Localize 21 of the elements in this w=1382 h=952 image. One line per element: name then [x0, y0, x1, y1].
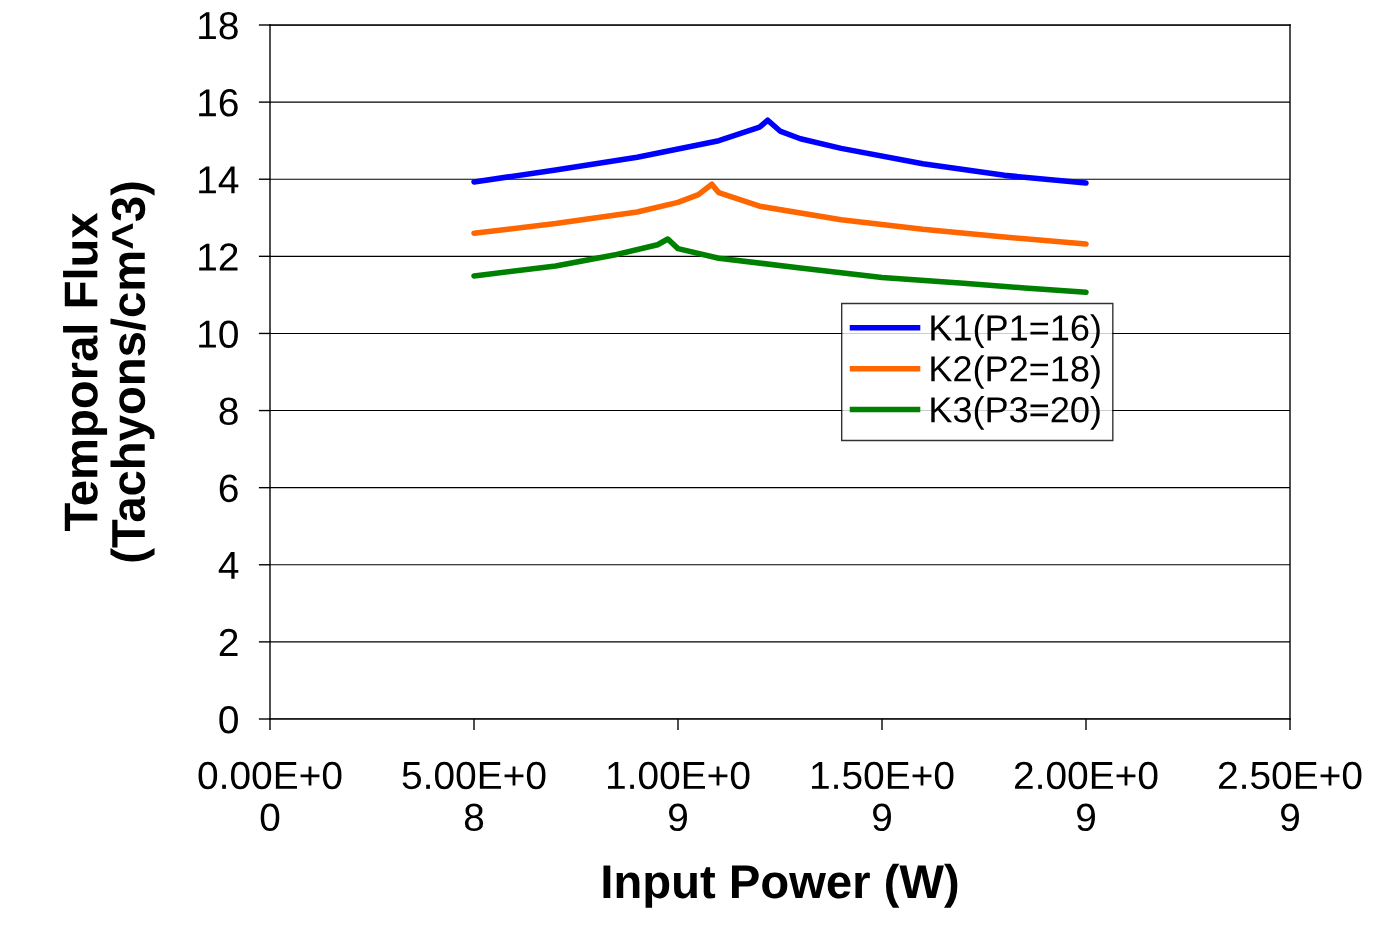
- legend-label: K1(P1=16): [931, 314, 1100, 348]
- y-tick-label: 6: [219, 474, 238, 503]
- y-tick-label: 4: [218, 552, 239, 579]
- y-tick-label: 0: [219, 705, 238, 734]
- legend-label: K3(P3=20): [931, 396, 1100, 430]
- x-tick-label: 0.00E+00: [198, 761, 342, 832]
- y-axis-title: Temporal Flux (Tachyons/cm^3): [63, 182, 155, 562]
- y-tick-label: 16: [199, 89, 238, 117]
- x-tick-label: 1.50E+09: [811, 761, 954, 832]
- x-tick-label: 2.00E+09: [1014, 761, 1158, 832]
- x-tick-label: 5.00E+08: [402, 761, 546, 832]
- y-tick-label: 2: [219, 628, 238, 656]
- y-tick-label: 14: [199, 166, 239, 194]
- y-tick-label: 8: [219, 397, 238, 426]
- y-tick-label: 12: [199, 243, 238, 271]
- y-tick-label: 18: [199, 11, 238, 40]
- y-tick-label: 10: [199, 320, 238, 348]
- x-tick-label: 1.00E+09: [607, 761, 750, 832]
- x-axis-title: Input Power (W): [603, 863, 958, 908]
- x-tick-label: 2.50E+09: [1218, 761, 1362, 832]
- legend-label: K2(P2=18): [931, 355, 1100, 389]
